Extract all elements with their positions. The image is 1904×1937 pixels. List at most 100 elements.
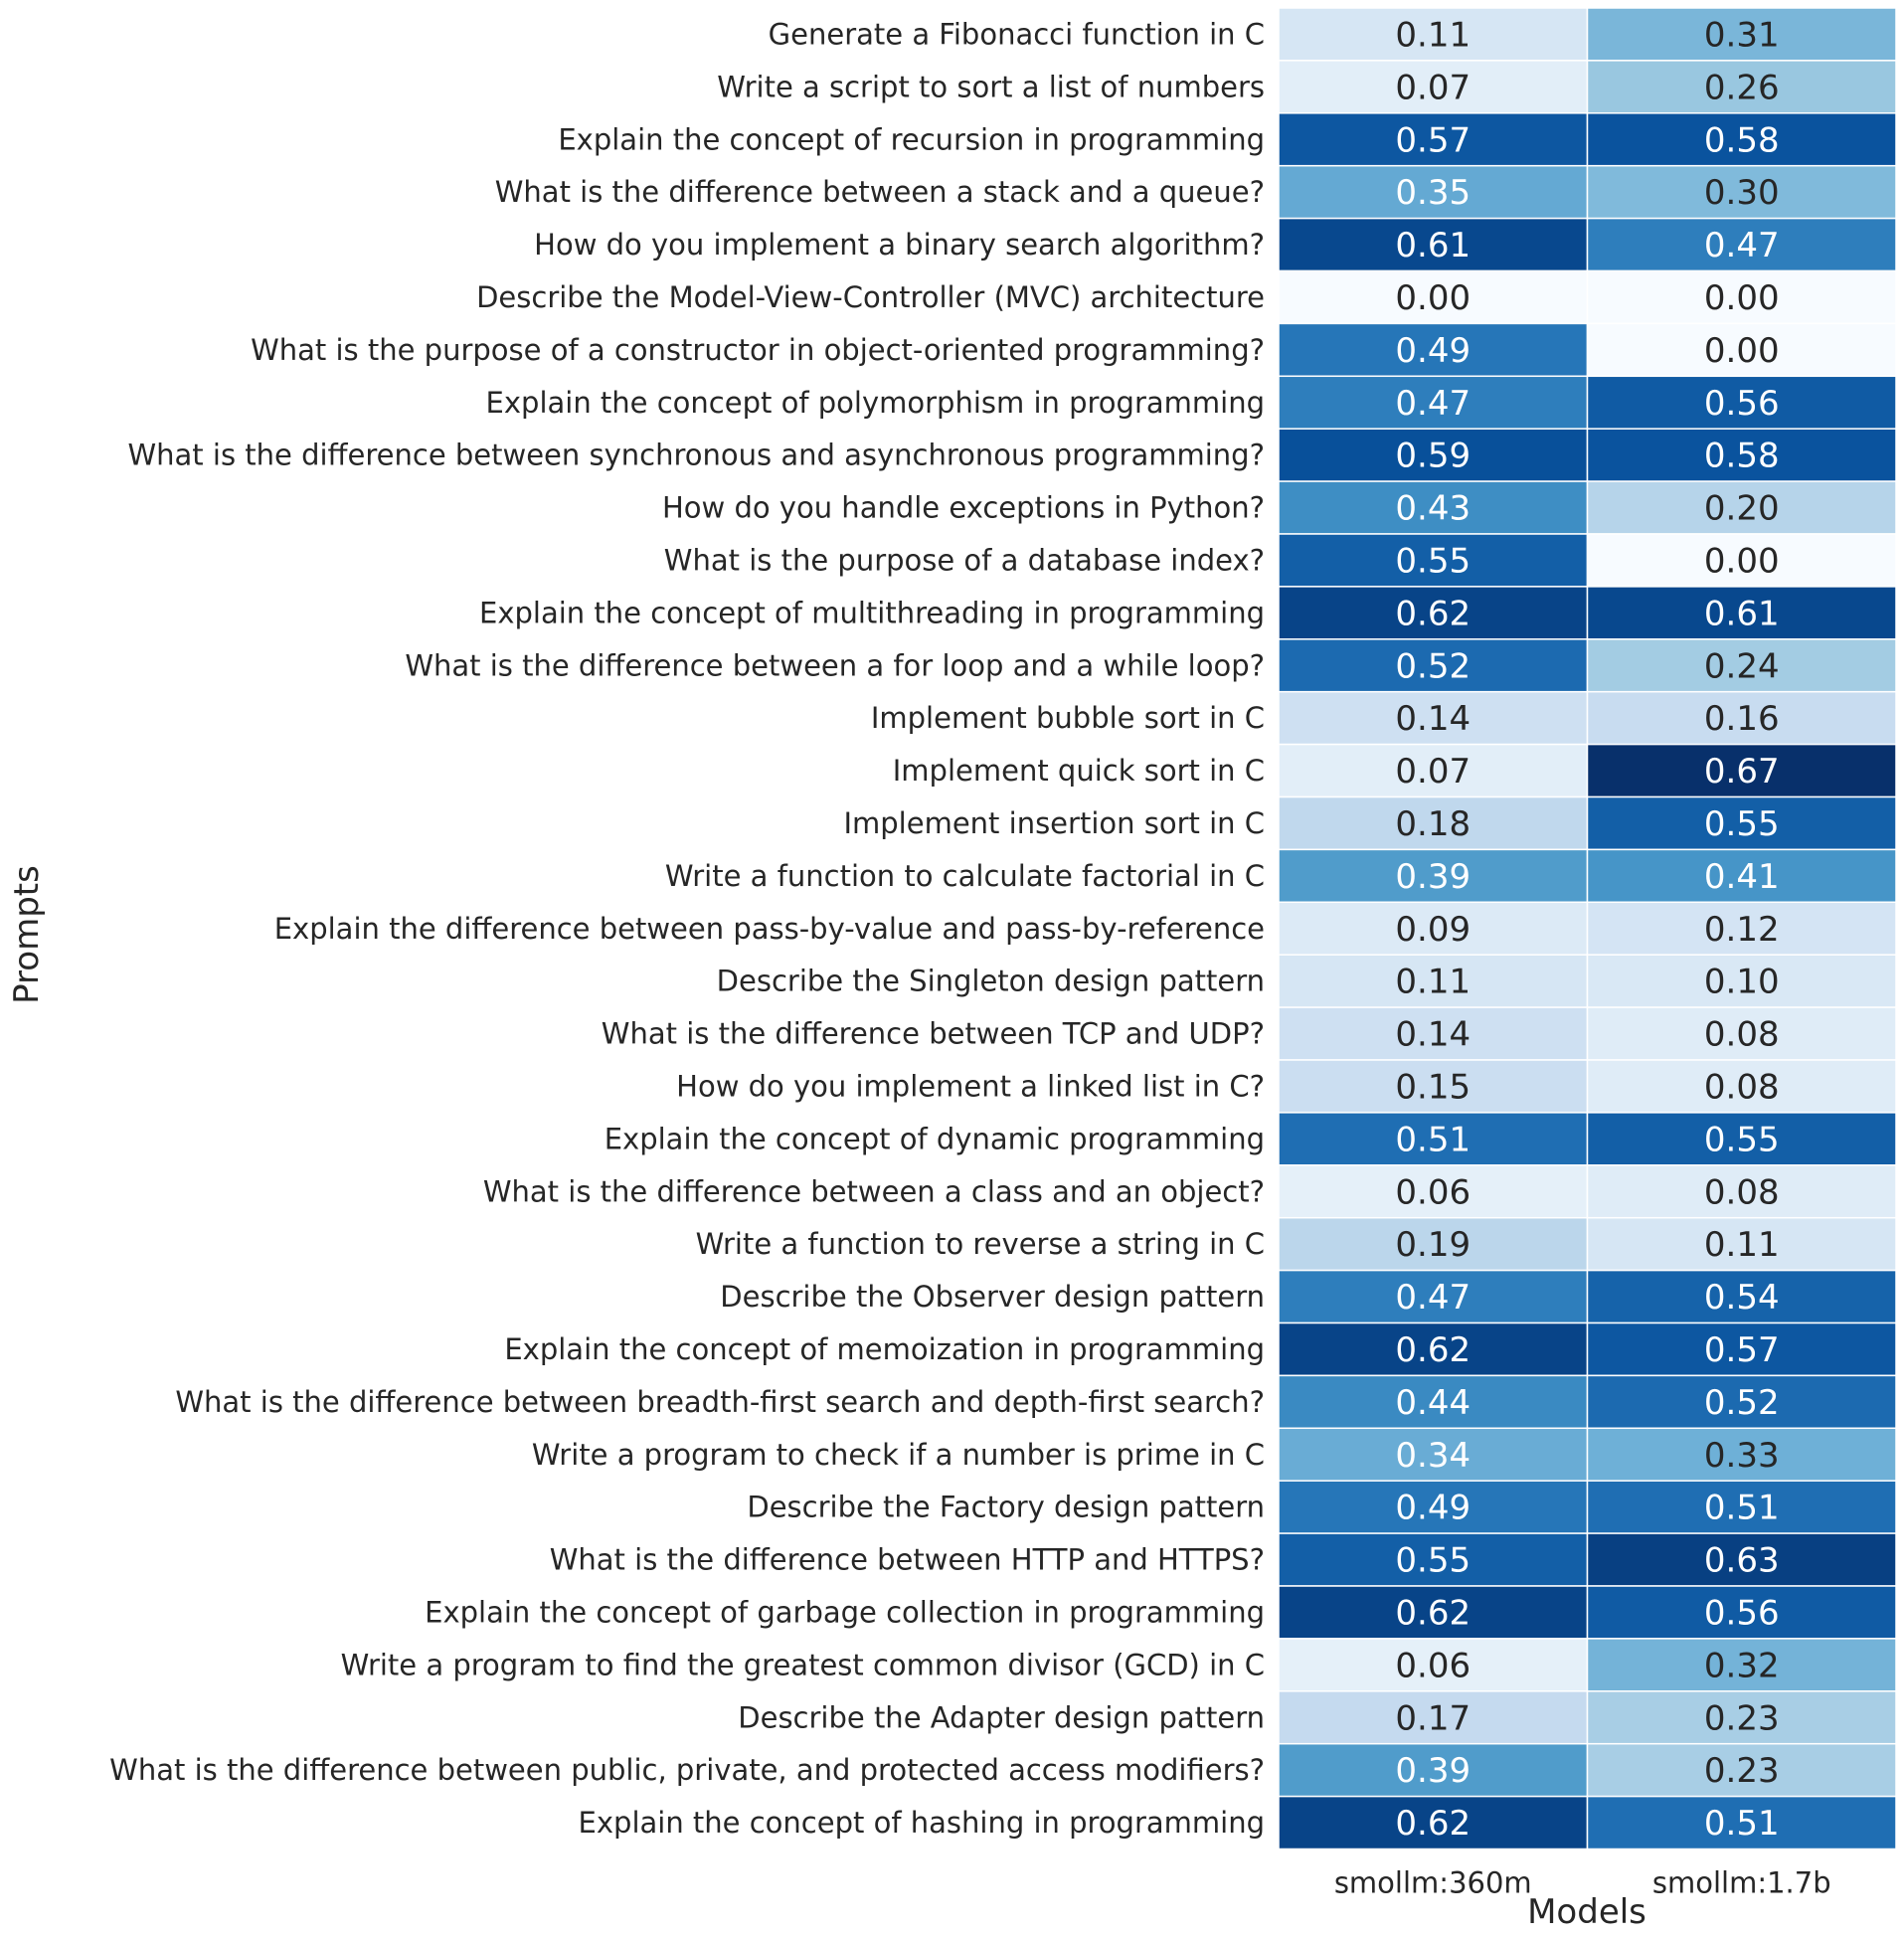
cell-value-label: 0.61 — [1704, 594, 1780, 633]
cell-value-label: 0.51 — [1704, 1489, 1780, 1528]
heatmap-cell — [1278, 1321, 1589, 1377]
cell-value-label: 0.32 — [1704, 1646, 1780, 1685]
cell-value-label: 0.49 — [1395, 331, 1471, 371]
cell-value-label: 0.00 — [1704, 541, 1780, 581]
cell-value-label: 0.56 — [1704, 1593, 1780, 1633]
y-tick-label: What is the purpose of a constructor in … — [251, 333, 1265, 367]
heatmap-cell — [1586, 428, 1897, 482]
cell-value-label: 0.15 — [1395, 1067, 1471, 1107]
cell-value-label: 0.52 — [1704, 1383, 1780, 1423]
cell-value-label: 0.31 — [1704, 15, 1780, 55]
cell-value-label: 0.17 — [1395, 1698, 1471, 1738]
heatmap-cell — [1586, 60, 1897, 114]
cell-value-label: 0.00 — [1395, 278, 1471, 318]
cell-value-label: 0.20 — [1704, 489, 1780, 529]
cell-value-label: 0.08 — [1704, 1067, 1780, 1107]
cell-value-label: 0.47 — [1395, 384, 1471, 424]
y-tick-label: What is the difference between a class a… — [483, 1174, 1265, 1208]
y-tick-label: Explain the concept of multithreading in… — [479, 596, 1265, 629]
y-tick-label: Describe the Singleton design pattern — [717, 965, 1265, 998]
x-tick-label: smollm:1.7b — [1652, 1866, 1831, 1900]
y-tick-label: What is the difference between synchrono… — [127, 439, 1265, 472]
heatmap-cell — [1586, 1427, 1897, 1482]
y-tick-label: Explain the concept of recursion in prog… — [558, 122, 1265, 156]
y-tick-label: Explain the difference between pass-by-v… — [274, 912, 1265, 946]
heatmap-cell — [1278, 638, 1589, 693]
cell-value-label: 0.49 — [1395, 1489, 1471, 1528]
cell-value-label: 0.08 — [1704, 1172, 1780, 1212]
y-tick-label: Write a function to reverse a string in … — [696, 1227, 1265, 1261]
cell-value-label: 0.61 — [1395, 226, 1471, 265]
heatmap-cell — [1278, 428, 1589, 482]
heatmap-cell — [1586, 743, 1897, 798]
cell-value-label: 0.47 — [1395, 1278, 1471, 1318]
y-tick-label: What is the purpose of a database index? — [664, 543, 1265, 577]
cell-value-label: 0.35 — [1395, 173, 1471, 213]
heatmap-cell — [1586, 638, 1897, 693]
cell-value-label: 0.00 — [1704, 278, 1780, 318]
cell-value-label: 0.08 — [1704, 1015, 1780, 1055]
heatmap-cell — [1278, 533, 1589, 588]
heatmap-cell — [1278, 1006, 1589, 1061]
heatmap-cell — [1586, 7, 1897, 62]
y-tick-label: Explain the concept of polymorphism in p… — [486, 386, 1265, 420]
cell-value-label: 0.39 — [1395, 857, 1471, 897]
cell-value-label: 0.24 — [1704, 646, 1780, 686]
heatmap-cell — [1586, 112, 1897, 167]
y-tick-label: Write a program to check if a number is … — [532, 1438, 1265, 1472]
heatmap-cell — [1278, 690, 1589, 746]
heatmap-cell — [1586, 901, 1897, 956]
y-tick-labels: Generate a Fibonacci function in C Write … — [109, 17, 1265, 1840]
y-tick-label: Describe the Observer design pattern — [720, 1280, 1265, 1314]
heatmap-cell — [1278, 1164, 1589, 1219]
y-tick-label: What is the difference between breadth-f… — [175, 1385, 1265, 1419]
y-tick-label: How do you handle exceptions in Python? — [662, 491, 1265, 525]
heatmap-cell — [1586, 322, 1897, 378]
heatmap-cell — [1278, 1112, 1589, 1166]
cell-value-label: 0.07 — [1395, 68, 1471, 107]
cell-value-label: 0.55 — [1704, 1120, 1780, 1159]
heatmap-cell — [1586, 1112, 1897, 1166]
heatmap-cell — [1278, 1427, 1589, 1482]
heatmap-cell — [1278, 1795, 1589, 1850]
heatmap-cell — [1586, 164, 1897, 220]
heatmap-cell — [1586, 533, 1897, 588]
cell-value-label: 0.51 — [1704, 1804, 1780, 1844]
y-tick-label: Implement quick sort in C — [893, 754, 1265, 788]
cell-value-label: 0.56 — [1704, 384, 1780, 424]
y-tick-label: Write a program to find the greatest com… — [341, 1648, 1265, 1681]
heatmap-cell — [1586, 690, 1897, 746]
y-tick-label: How do you implement a linked list in C? — [676, 1069, 1265, 1103]
heatmap-cell — [1278, 1532, 1589, 1587]
heatmap-cell — [1278, 1742, 1589, 1798]
heatmap-cell — [1586, 1059, 1897, 1114]
heatmap-cell — [1278, 743, 1589, 798]
cell-value-label: 0.34 — [1395, 1436, 1471, 1476]
cell-value-label: 0.62 — [1395, 1593, 1471, 1633]
heatmap-cell — [1586, 480, 1897, 535]
cell-value-label: 0.54 — [1704, 1278, 1780, 1318]
y-tick-label: What is the difference between TCP and U… — [602, 1017, 1265, 1051]
cell-value-label: 0.58 — [1704, 437, 1780, 476]
y-tick-label: Describe the Adapter design pattern — [738, 1700, 1265, 1734]
cell-value-label: 0.06 — [1395, 1646, 1471, 1685]
heatmap-cell — [1586, 375, 1897, 430]
y-tick-label: Explain the concept of dynamic programmi… — [605, 1122, 1265, 1155]
cell-value-label: 0.18 — [1395, 804, 1471, 844]
cell-value-label: 0.41 — [1704, 857, 1780, 897]
heatmap-cell — [1278, 7, 1589, 62]
cell-value-label: 0.30 — [1704, 173, 1780, 213]
x-tick-labels: smollm:360m smollm:1.7b — [1334, 1866, 1831, 1900]
y-tick-label: Write a function to calculate factorial … — [665, 859, 1265, 893]
cell-value-label: 0.43 — [1395, 489, 1471, 529]
y-tick-label: Describe the Factory design pattern — [747, 1491, 1265, 1524]
cell-value-label: 0.06 — [1395, 1172, 1471, 1212]
heatmap-cell — [1586, 1638, 1897, 1692]
cell-value-label: 0.11 — [1704, 1225, 1780, 1265]
y-tick-label: Implement insertion sort in C — [843, 806, 1265, 840]
heatmap-cell — [1586, 1164, 1897, 1219]
heatmap-cell — [1278, 954, 1589, 1008]
cell-value-label: 0.12 — [1704, 910, 1780, 950]
cell-value-label: 0.07 — [1395, 752, 1471, 792]
heatmap-cell — [1278, 1585, 1589, 1640]
